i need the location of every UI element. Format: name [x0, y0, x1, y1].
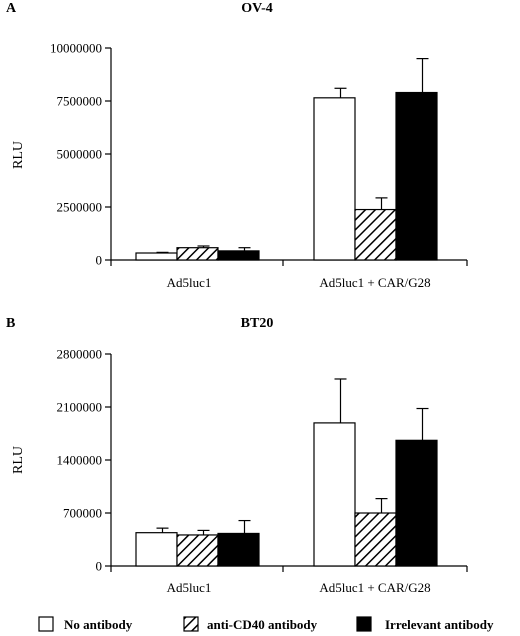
- panel-b-y-ticks: 0 700000 1400000 2100000 2800000: [57, 347, 111, 574]
- panel-b-bar-no-antibody: [313, 422, 356, 567]
- legend-label-irrelevant: Irrelevant antibody: [385, 617, 494, 632]
- panel-b-y-axis-label: RLU: [11, 446, 26, 474]
- panel-b-bar-irrelevant-antibody: [395, 439, 438, 567]
- panel-a-category-label: Ad5luc1 + CAR/G28: [319, 275, 430, 290]
- legend-swatch-anti-cd40: [183, 616, 199, 632]
- panel-a-y-tick-label: 7500000: [57, 94, 103, 109]
- panel-b-y-tick-label: 700000: [63, 506, 102, 521]
- panel-b: B BT20 RLU 0700000140000021000002800000 …: [6, 316, 468, 595]
- panel-a-category-label: Ad5luc1: [167, 275, 212, 290]
- panel-b-y-tick-label: 2100000: [57, 400, 103, 415]
- panel-a-y-tick-label: 0: [96, 253, 103, 268]
- panel-a-bar-no-antibody: [313, 97, 356, 261]
- panel-b-bar-irrelevant-antibody: [217, 532, 260, 567]
- panel-a-bar-anti-cd40-antibody: [354, 208, 397, 261]
- legend-swatch-no-antibody: [38, 616, 54, 632]
- panel-b-title: BT20: [241, 316, 274, 331]
- panel-b-bar-anti-cd40-antibody: [176, 534, 219, 567]
- panel-b-bars: [135, 378, 438, 567]
- panel-a-y-tick-label: 2500000: [57, 200, 103, 215]
- panel-b-y-tick-label: 2800000: [57, 347, 103, 362]
- panel-b-category-label: Ad5luc1 + CAR/G28: [319, 580, 430, 595]
- panel-a-bar-no-antibody: [135, 252, 178, 261]
- legend-label-no-antibody: No antibody: [64, 617, 133, 632]
- panel-b-bar-anti-cd40-antibody: [354, 512, 397, 567]
- panel-a-y-tick-label: 10000000: [50, 41, 102, 56]
- panel-a-bars: [135, 57, 438, 261]
- panel-b-y-tick-label: 1400000: [57, 453, 103, 468]
- legend-label-anti-cd40: anti-CD40 antibody: [207, 617, 318, 632]
- panel-a-bar-irrelevant-antibody: [395, 91, 438, 261]
- legend: No antibody anti-CD40 antibody Irrelevan…: [38, 616, 494, 632]
- panel-a-title: OV-4: [241, 1, 273, 16]
- panel-a-letter: A: [6, 1, 17, 16]
- panel-b-y-tick-label: 0: [96, 559, 103, 574]
- panel-a-y-ticks: 0 2500000 5000000 7500000 10000000: [50, 41, 111, 268]
- panel-a-y-axis-label: RLU: [11, 141, 26, 169]
- panel-b-category-label: Ad5luc1: [167, 580, 212, 595]
- panel-a-y-tick-label: 5000000: [57, 147, 103, 162]
- panel-a-bar-anti-cd40-antibody: [176, 247, 219, 261]
- panel-b-bar-no-antibody: [135, 532, 178, 567]
- panel-a: A OV-4 RLU 0 2500000 5000000 7500000 1000000…: [6, 1, 468, 290]
- panel-b-letter: B: [6, 316, 15, 331]
- legend-swatch-irrelevant: [356, 616, 372, 632]
- panel-a-bar-irrelevant-antibody: [217, 250, 260, 261]
